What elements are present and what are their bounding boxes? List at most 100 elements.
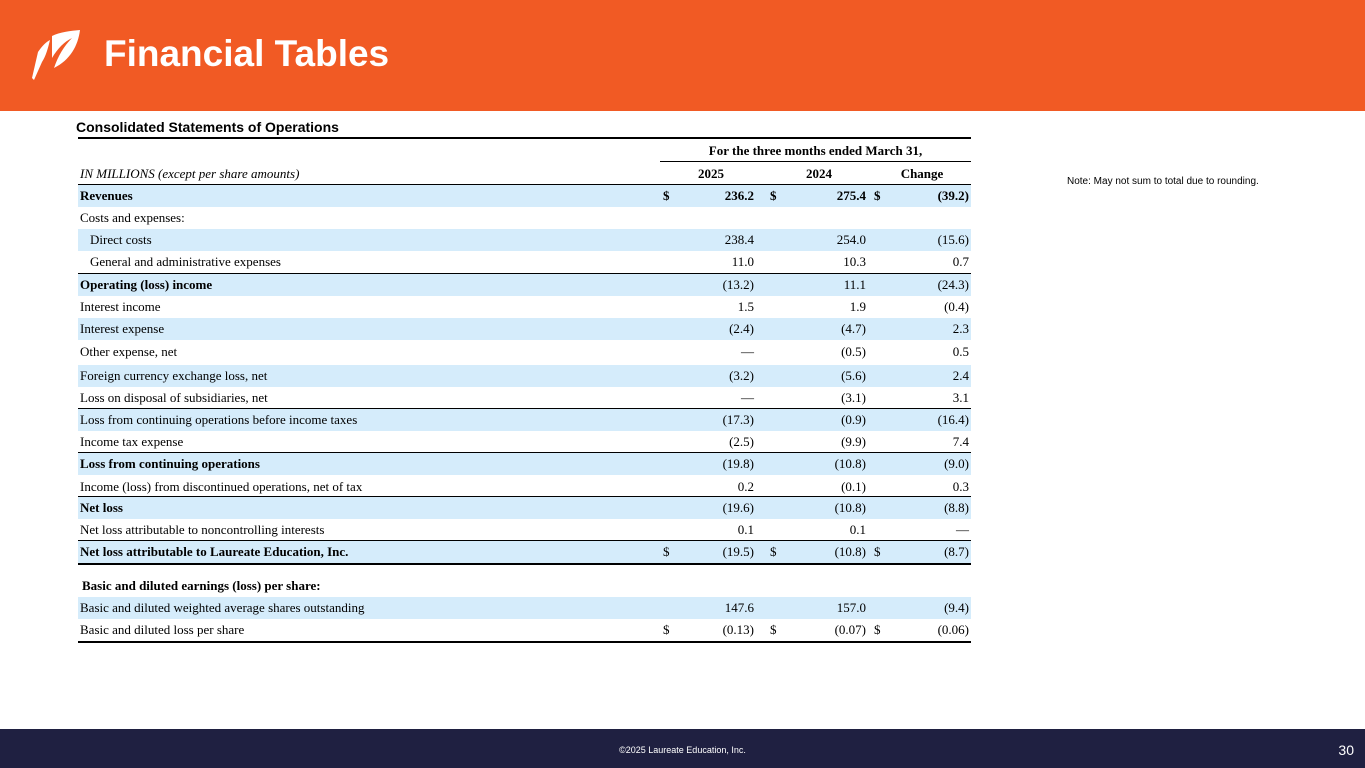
- value-2024: (0.1): [841, 479, 866, 494]
- row-label: Interest income: [80, 299, 161, 314]
- currency-symbol: $: [874, 544, 881, 559]
- col-header-change: Change: [900, 166, 944, 181]
- value-2025: 0.2: [737, 479, 754, 494]
- value-change: 3.1: [952, 390, 969, 405]
- currency-symbol: $: [770, 622, 777, 637]
- currency-symbol: $: [770, 188, 777, 203]
- value-change: (24.3): [937, 277, 969, 292]
- value-2025: 236.2: [724, 188, 754, 203]
- row-label: Net loss attributable to noncontrolling …: [80, 522, 325, 537]
- value-change: (9.0): [944, 456, 969, 471]
- value-2025: (0.13): [722, 622, 754, 637]
- row-label: Loss from continuing operations: [80, 456, 260, 471]
- value-2025: (19.6): [722, 500, 754, 515]
- value-2024: (0.07): [834, 622, 866, 637]
- statement-of-operations-table: For the three months ended March 31, IN …: [78, 137, 971, 643]
- value-2025: (2.4): [729, 321, 754, 336]
- value-2024: (3.1): [841, 390, 866, 405]
- value-2024: (5.6): [841, 368, 866, 383]
- row-label: Income (loss) from discontinued operatio…: [80, 479, 363, 494]
- row-label: Net loss attributable to Laureate Educat…: [80, 544, 349, 559]
- table-row: Loss from continuing operations before i…: [78, 408, 971, 431]
- page-title: Financial Tables: [104, 33, 390, 74]
- row-label: Foreign currency exchange loss, net: [80, 368, 268, 383]
- column-header-rule: [78, 184, 971, 185]
- value-2025: —: [741, 390, 754, 405]
- footer-bar: [0, 729, 1365, 768]
- currency-symbol: $: [874, 188, 881, 203]
- value-2024: 275.4: [836, 188, 866, 203]
- value-2024: (0.5): [841, 344, 866, 359]
- period-header-rule: [660, 161, 971, 162]
- table-row: Net loss attributable to Laureate Educat…: [78, 540, 971, 565]
- value-change: 0.3: [952, 479, 969, 494]
- table-row: Costs and expenses:: [78, 207, 971, 229]
- value-change: (9.4): [944, 600, 969, 615]
- table-row: Income (loss) from discontinued operatio…: [78, 476, 971, 498]
- value-2024: 1.9: [849, 299, 866, 314]
- value-change: (15.6): [937, 232, 969, 247]
- row-label: Net loss: [80, 500, 123, 515]
- value-2025: (19.8): [722, 456, 754, 471]
- laureate-leaf-logo-icon: [32, 30, 80, 80]
- row-label: Other expense, net: [80, 344, 178, 359]
- currency-symbol: $: [663, 544, 670, 559]
- value-2025: 1.5: [737, 299, 754, 314]
- value-2024: 254.0: [836, 232, 866, 247]
- table-row: Income tax expense (2.5) (9.9) 7.4: [78, 431, 971, 453]
- row-label: Revenues: [80, 188, 133, 203]
- col-header-2025: 2025: [698, 166, 724, 181]
- table-row: Basic and diluted loss per share $ (0.13…: [78, 619, 971, 643]
- table-row: Basic and diluted earnings (loss) per sh…: [78, 575, 971, 597]
- row-label: Basic and diluted loss per share: [80, 622, 245, 637]
- value-change: —: [956, 522, 969, 537]
- col-header-2024: 2024: [806, 166, 832, 181]
- row-label: Direct costs: [90, 232, 152, 247]
- value-2025: (3.2): [729, 368, 754, 383]
- currency-symbol: $: [663, 188, 670, 203]
- value-2025: —: [741, 344, 754, 359]
- table-row: Interest expense (2.4) (4.7) 2.3: [78, 318, 971, 340]
- table-row: Direct costs 238.4 254.0 (15.6): [78, 229, 971, 251]
- copyright-text: ©2025 Laureate Education, Inc.: [619, 745, 746, 755]
- value-2024: 157.0: [836, 600, 866, 615]
- table-row: Interest income 1.5 1.9 (0.4): [78, 296, 971, 318]
- row-label: Loss on disposal of subsidiaries, net: [80, 390, 268, 405]
- row-label: Costs and expenses:: [80, 210, 185, 225]
- rounding-note: Note: May not sum to total due to roundi…: [1067, 176, 1259, 187]
- value-2024: (9.9): [841, 434, 866, 449]
- table-row: General and administrative expenses 11.0…: [78, 251, 971, 273]
- value-2024: 11.1: [843, 277, 866, 292]
- row-label: General and administrative expenses: [90, 254, 281, 269]
- table-row: Basic and diluted weighted average share…: [78, 597, 971, 619]
- value-change: 2.3: [952, 321, 969, 336]
- value-change: (16.4): [937, 412, 969, 427]
- page-number: 30: [1338, 742, 1354, 758]
- column-header-row: IN MILLIONS (except per share amounts) 2…: [78, 164, 971, 184]
- value-change: 0.5: [952, 344, 969, 359]
- table-row: Loss on disposal of subsidiaries, net — …: [78, 387, 971, 409]
- value-2024: (10.8): [834, 456, 866, 471]
- row-label: Operating (loss) income: [80, 277, 213, 292]
- period-header: For the three months ended March 31,: [708, 143, 923, 158]
- value-change: 2.4: [952, 368, 969, 383]
- value-change: (39.2): [937, 188, 969, 203]
- currency-symbol: $: [663, 622, 670, 637]
- table-row: Net loss attributable to noncontrolling …: [78, 519, 971, 541]
- table-row: Other expense, net — (0.5) 0.5: [78, 341, 971, 363]
- value-2025: (13.2): [722, 277, 754, 292]
- row-label: Interest expense: [80, 321, 165, 336]
- table-row: Net loss (19.6) (10.8) (8.8): [78, 496, 971, 519]
- row-label: Basic and diluted earnings (loss) per sh…: [82, 578, 321, 593]
- value-change: (0.4): [944, 299, 969, 314]
- value-2024: (4.7): [841, 321, 866, 336]
- table-row: Operating (loss) income (13.2) 11.1 (24.…: [78, 273, 971, 296]
- value-2025: 0.1: [737, 522, 754, 537]
- value-change: 7.4: [952, 434, 969, 449]
- value-change: (0.06): [937, 622, 969, 637]
- row-label: Income tax expense: [80, 434, 184, 449]
- value-change: (8.7): [944, 544, 969, 559]
- header-bar: Financial Tables: [0, 0, 1365, 111]
- section-title: Consolidated Statements of Operations: [76, 119, 339, 135]
- value-2024: (0.9): [841, 412, 866, 427]
